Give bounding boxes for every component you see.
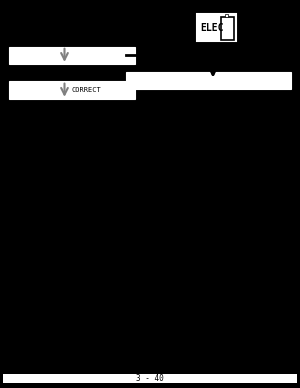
FancyBboxPatch shape [3, 374, 297, 383]
FancyBboxPatch shape [9, 81, 135, 99]
Text: CORRECT: CORRECT [72, 87, 102, 93]
Text: ELEC: ELEC [200, 23, 224, 33]
FancyBboxPatch shape [196, 14, 236, 41]
FancyBboxPatch shape [221, 17, 234, 40]
Text: 3 - 40: 3 - 40 [136, 374, 164, 383]
FancyBboxPatch shape [9, 47, 135, 64]
FancyBboxPatch shape [225, 14, 228, 17]
FancyBboxPatch shape [126, 72, 291, 89]
